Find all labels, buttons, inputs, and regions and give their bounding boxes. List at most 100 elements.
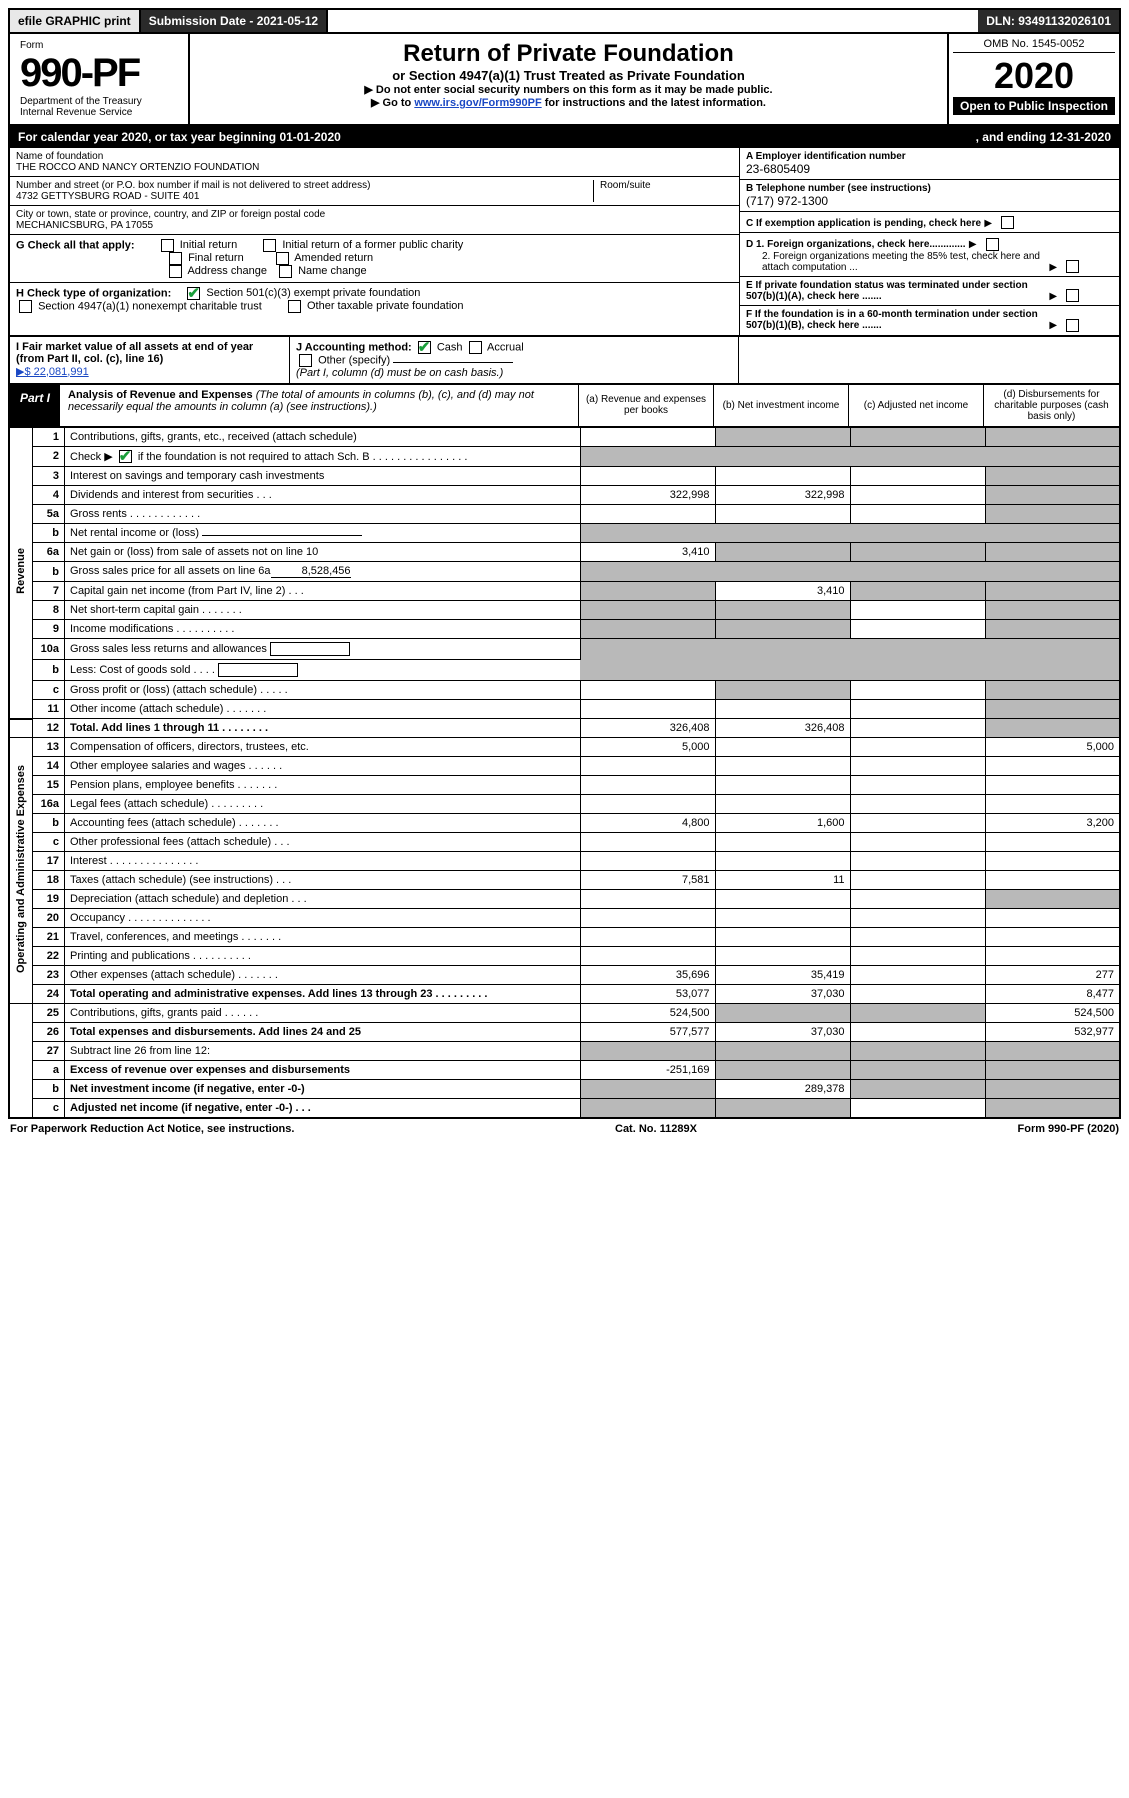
chk-85pct[interactable] xyxy=(1066,260,1079,273)
line-21-num: 21 xyxy=(33,928,65,947)
line-13-desc: Compensation of officers, directors, tru… xyxy=(65,738,581,757)
chk-amended[interactable] xyxy=(276,252,289,265)
line-20-num: 20 xyxy=(33,909,65,928)
ij-row: I Fair market value of all assets at end… xyxy=(8,337,1121,385)
line-5b-desc: Net rental income or (loss) xyxy=(65,524,581,543)
line-8-desc: Net short-term capital gain . . . . . . … xyxy=(65,601,581,620)
identification-block: Name of foundation THE ROCCO AND NANCY O… xyxy=(8,148,1121,337)
line-27-c xyxy=(850,1042,985,1061)
line-10c-b xyxy=(715,681,850,700)
form-title-block: Return of Private Foundation or Section … xyxy=(190,34,949,124)
line-4-d xyxy=(985,486,1120,505)
chk-sch-b[interactable] xyxy=(119,450,132,463)
line-17-a xyxy=(580,852,715,871)
line-25-b xyxy=(715,1004,850,1023)
address-row: Number and street (or P.O. box number if… xyxy=(10,177,739,206)
line-15-a xyxy=(580,776,715,795)
line-13-a: 5,000 xyxy=(580,738,715,757)
line-16c-a xyxy=(580,833,715,852)
line-5a-desc: Gross rents . . . . . . . . . . . . xyxy=(65,505,581,524)
line-27b-d xyxy=(985,1080,1120,1099)
line-16a-a xyxy=(580,795,715,814)
col-a-hdr: (a) Revenue and expenses per books xyxy=(579,385,714,426)
line-14-num: 14 xyxy=(33,757,65,776)
efile-print-label[interactable]: efile GRAPHIC print xyxy=(10,10,141,32)
line-3-desc: Interest on savings and temporary cash i… xyxy=(65,467,581,486)
chk-60month[interactable] xyxy=(1066,319,1079,332)
h-row: H Check type of organization: Section 50… xyxy=(10,283,739,317)
g-row: G Check all that apply: Initial return I… xyxy=(10,235,739,283)
chk-accrual[interactable] xyxy=(469,341,482,354)
line-14-b xyxy=(715,757,850,776)
line-23-d: 277 xyxy=(985,966,1120,985)
line-27-b xyxy=(715,1042,850,1061)
line-9-num: 9 xyxy=(33,620,65,639)
line-15-b xyxy=(715,776,850,795)
line-5b-vals xyxy=(580,524,1120,543)
chk-initial-pub[interactable] xyxy=(263,239,276,252)
line-16b-a: 4,800 xyxy=(580,814,715,833)
line-1-b xyxy=(715,428,850,447)
form-title: Return of Private Foundation xyxy=(200,40,937,68)
line-27a-d xyxy=(985,1061,1120,1080)
submission-date-label: Submission Date - 2021-05-12 xyxy=(141,10,328,32)
line-16c-desc: Other professional fees (attach schedule… xyxy=(65,833,581,852)
chk-4947a1[interactable] xyxy=(19,300,32,313)
line-27-a xyxy=(580,1042,715,1061)
line-24-b: 37,030 xyxy=(715,985,850,1004)
line-6a-num: 6a xyxy=(33,543,65,562)
line-6a-b xyxy=(715,543,850,562)
line-13-c xyxy=(850,738,985,757)
line-8-num: 8 xyxy=(33,601,65,620)
calendar-year-bar: For calendar year 2020, or tax year begi… xyxy=(8,126,1121,148)
line-20-a xyxy=(580,909,715,928)
col-d-hdr: (d) Disbursements for charitable purpose… xyxy=(984,385,1119,426)
other-method-label: Other (specify) xyxy=(318,354,390,366)
line-3-d xyxy=(985,467,1120,486)
footer-right: Form 990-PF (2020) xyxy=(1018,1123,1119,1135)
chk-name-change[interactable] xyxy=(279,265,292,278)
line-27a-desc: Excess of revenue over expenses and disb… xyxy=(65,1061,581,1080)
revenue-vlabel: Revenue xyxy=(9,428,33,719)
line-27b-b: 289,378 xyxy=(715,1080,850,1099)
line-16a-desc: Legal fees (attach schedule) . . . . . .… xyxy=(65,795,581,814)
ein-row: A Employer identification number 23-6805… xyxy=(740,148,1119,180)
chk-initial-return[interactable] xyxy=(161,239,174,252)
line-27c-num: c xyxy=(33,1099,65,1119)
i-value[interactable]: ▶$ 22,081,991 xyxy=(16,366,89,378)
line-7-num: 7 xyxy=(33,582,65,601)
f-block-dup xyxy=(739,337,1119,383)
line-6a-d xyxy=(985,543,1120,562)
chk-final-return[interactable] xyxy=(169,252,182,265)
chk-other-method[interactable] xyxy=(299,354,312,367)
part1-header-row: Part I Analysis of Revenue and Expenses … xyxy=(8,385,1121,428)
line-19-c xyxy=(850,890,985,909)
form990pf-link[interactable]: www.irs.gov/Form990PF xyxy=(414,97,541,109)
line-24-num: 24 xyxy=(33,985,65,1004)
line-6a-c xyxy=(850,543,985,562)
top-bar: efile GRAPHIC print Submission Date - 20… xyxy=(8,8,1121,32)
line-3-b xyxy=(715,467,850,486)
chk-foreign-org[interactable] xyxy=(986,238,999,251)
chk-exemption-pending[interactable] xyxy=(1001,216,1014,229)
chk-terminated[interactable] xyxy=(1066,289,1079,302)
line-10c-d xyxy=(985,681,1120,700)
line-5a-num: 5a xyxy=(33,505,65,524)
line-17-num: 17 xyxy=(33,852,65,871)
chk-cash[interactable] xyxy=(418,341,431,354)
chk-addr-change[interactable] xyxy=(169,265,182,278)
line-3-c xyxy=(850,467,985,486)
line-16b-desc: Accounting fees (attach schedule) . . . … xyxy=(65,814,581,833)
e-row: E If private foundation status was termi… xyxy=(740,277,1119,306)
line-1-c xyxy=(850,428,985,447)
line-26-desc: Total expenses and disbursements. Add li… xyxy=(65,1023,581,1042)
line-18-c xyxy=(850,871,985,890)
line-5b-num: b xyxy=(33,524,65,543)
chk-other-taxable[interactable] xyxy=(288,300,301,313)
line-16c-num: c xyxy=(33,833,65,852)
form-note-2: ▶ Go to www.irs.gov/Form990PF for instru… xyxy=(200,96,937,109)
line-24-d: 8,477 xyxy=(985,985,1120,1004)
dept-treasury: Department of the Treasury xyxy=(20,96,178,107)
chk-501c3[interactable] xyxy=(187,287,200,300)
line-16b-d: 3,200 xyxy=(985,814,1120,833)
